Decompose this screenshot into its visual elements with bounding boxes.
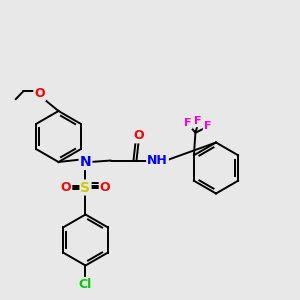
Text: F: F (204, 121, 211, 131)
Text: Cl: Cl (79, 278, 92, 291)
Text: S: S (80, 181, 91, 194)
Text: F: F (194, 116, 202, 126)
Text: O: O (61, 181, 71, 194)
Text: F: F (184, 118, 192, 128)
Text: O: O (100, 181, 110, 194)
Text: O: O (134, 129, 144, 142)
Text: O: O (34, 87, 45, 101)
Text: NH: NH (147, 154, 168, 167)
Text: N: N (80, 155, 91, 169)
